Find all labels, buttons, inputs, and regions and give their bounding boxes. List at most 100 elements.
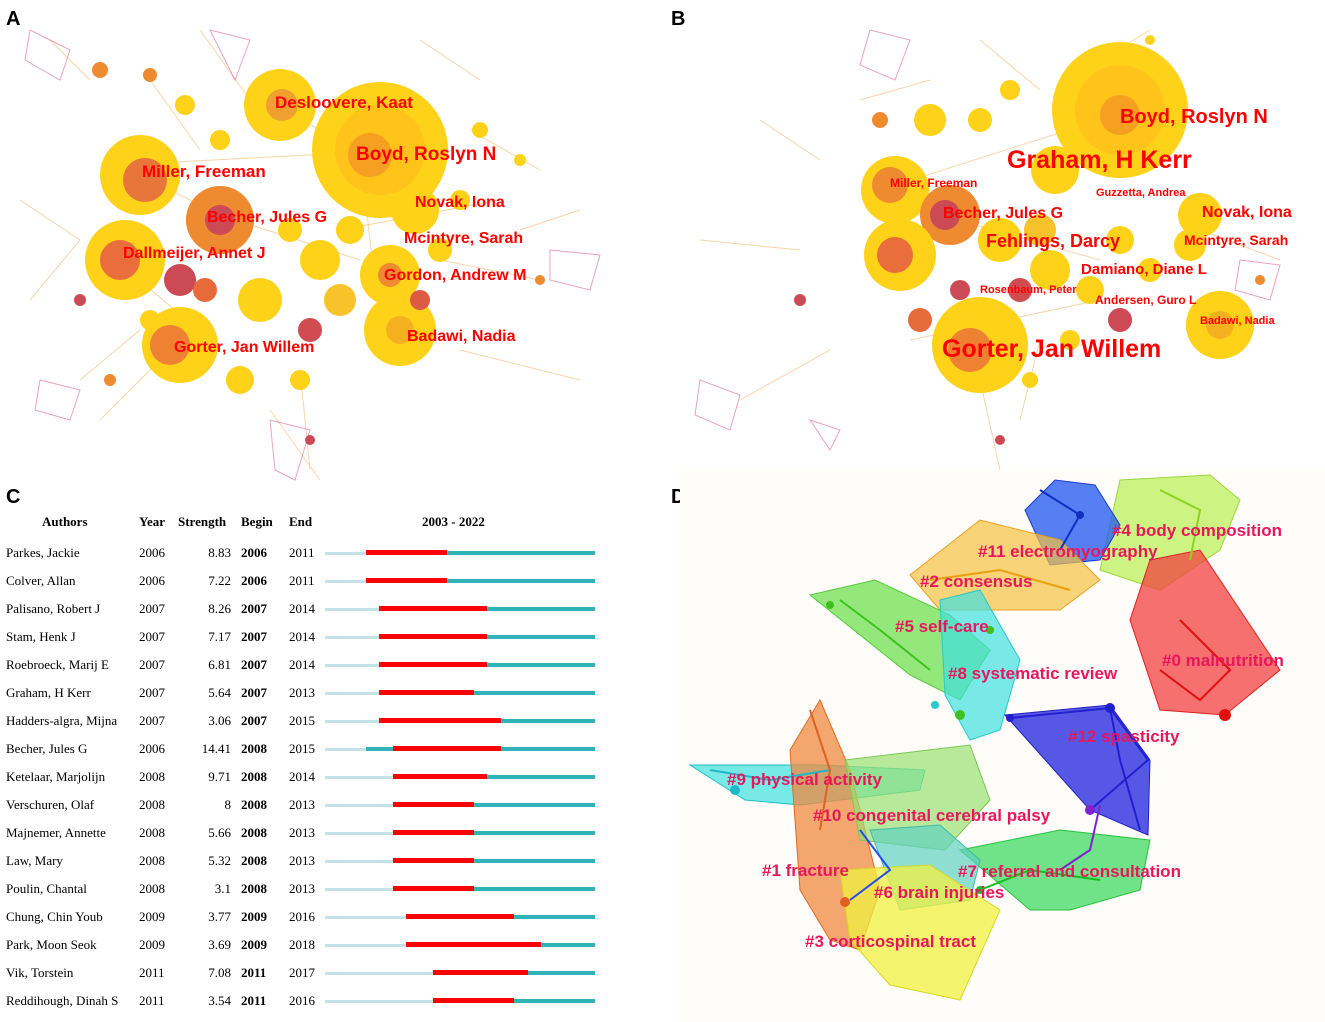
row-strength: 3.77 (208, 909, 231, 924)
header-strength: Strength (178, 514, 227, 529)
row-end: 2013 (289, 825, 315, 840)
burst-row: Reddihough, Dinah S 2011 3.54 2011 2016 (0, 987, 620, 1015)
row-begin: 2008 (241, 881, 267, 896)
author-label: Badawi, Nadia (407, 328, 516, 345)
header-begin: Begin (241, 514, 273, 529)
author-name: Reddihough, Dinah S (6, 993, 119, 1008)
row-begin: 2008 (241, 853, 267, 868)
panel-d-clusters: #4 body composition #11 electromyography… (680, 470, 1325, 1022)
row-year: 2008 (139, 825, 165, 840)
row-strength: 7.22 (208, 573, 231, 588)
row-year: 2009 (139, 937, 165, 952)
timeline-active-bar (379, 607, 595, 611)
row-end: 2013 (289, 797, 315, 812)
burst-bar (379, 606, 487, 611)
cluster-label: #0 malnutrition (1162, 651, 1284, 670)
author-label: Miller, Freeman (890, 176, 977, 190)
cluster-label: #10 congenital cerebral palsy (813, 806, 1051, 825)
row-year: 2007 (139, 657, 165, 672)
burst-row: Stam, Henk J 2007 7.17 2007 2014 (0, 623, 620, 651)
row-strength: 5.32 (208, 853, 231, 868)
row-strength: 5.64 (208, 685, 231, 700)
author-label: Rosenbaum, Peter (980, 284, 1077, 296)
burst-row: Palisano, Robert J 2007 8.26 2007 2014 (0, 595, 620, 623)
author-label: Boyd, Roslyn N (1120, 106, 1268, 128)
row-strength: 3.69 (208, 937, 231, 952)
burst-row: Majnemer, Annette 2008 5.66 2008 2013 (0, 819, 620, 847)
cluster-label: #1 fracture (762, 861, 849, 880)
timeline-active-bar (392, 775, 595, 779)
row-begin: 2009 (241, 937, 267, 952)
burst-row: Becher, Jules G 2006 14.41 2008 2015 (0, 735, 620, 763)
author-name: Law, Mary (6, 853, 63, 868)
author-label: Damiano, Diane L (1081, 261, 1207, 278)
row-year: 2008 (139, 853, 165, 868)
author-name: Verschuren, Olaf (6, 797, 95, 812)
burst-bar (406, 914, 514, 919)
author-name: Hadders-algra, Mijna (6, 713, 118, 728)
author-label: Mcintyre, Sarah (404, 230, 523, 247)
panel-a-network: Desloovere, Kaat Boyd, Roslyn N Miller, … (20, 29, 601, 481)
row-begin: 2007 (241, 713, 267, 728)
row-year: 2008 (139, 797, 165, 812)
timeline-active-bar (433, 999, 595, 1003)
panel-letter-a: A (6, 8, 21, 30)
cluster-label: #5 self-care (895, 617, 989, 636)
row-strength: 3.1 (214, 881, 231, 896)
burst-bar (392, 858, 474, 863)
author-label: Fehlings, Darcy (986, 231, 1120, 251)
author-name: Stam, Henk J (6, 629, 76, 644)
burst-row: Ketelaar, Marjolijn 2008 9.71 2008 2014 (0, 763, 620, 791)
row-year: 2008 (139, 769, 165, 784)
row-strength: 14.41 (201, 741, 231, 756)
burst-bar (433, 998, 514, 1003)
timeline-active-bar (379, 635, 595, 639)
row-end: 2014 (289, 657, 315, 672)
timeline-active-bar (392, 803, 595, 807)
row-year: 2007 (139, 685, 165, 700)
row-strength: 3.06 (208, 713, 231, 728)
author-label: Graham, H Kerr (1007, 146, 1192, 174)
row-begin: 2008 (241, 769, 267, 784)
burst-bar (392, 886, 474, 891)
row-end: 2013 (289, 881, 315, 896)
author-label: Gordon, Andrew M (384, 267, 527, 284)
burst-bar (379, 662, 487, 667)
row-begin: 2007 (241, 685, 267, 700)
burst-row: Parkes, Jackie 2006 8.83 2006 2011 (0, 539, 620, 567)
row-end: 2015 (289, 713, 315, 728)
burst-row: Poulin, Chantal 2008 3.1 2008 2013 (0, 875, 620, 903)
author-label: Dallmeijer, Annet J (123, 245, 266, 262)
burst-bar (379, 690, 474, 695)
row-begin: 2008 (241, 797, 267, 812)
timeline-active-bar (365, 551, 595, 555)
burst-bar (379, 634, 487, 639)
author-name: Roebroeck, Marij E (6, 657, 109, 672)
network-edges-pink (24, 29, 601, 481)
row-end: 2014 (289, 769, 315, 784)
author-name: Poulin, Chantal (6, 881, 87, 896)
author-name: Vik, Torstein (6, 965, 74, 980)
cluster-label: #9 physical activity (727, 770, 883, 789)
row-begin: 2008 (241, 825, 267, 840)
cluster-label: #8 systematic review (948, 664, 1118, 683)
burst-bar (406, 942, 541, 947)
burst-bar (365, 578, 447, 583)
cluster-label: #2 consensus (920, 572, 1032, 591)
author-name: Parkes, Jackie (6, 545, 80, 560)
row-begin: 2008 (241, 741, 267, 756)
burst-bar (365, 550, 447, 555)
burst-bar (392, 830, 474, 835)
row-strength: 8.83 (208, 545, 231, 560)
burst-row: Vik, Torstein 2011 7.08 2011 2017 (0, 959, 620, 987)
cluster-label: #12 spasticity (1068, 727, 1180, 746)
author-label: Boyd, Roslyn N (356, 144, 496, 165)
row-strength: 8 (224, 797, 232, 812)
author-name: Majnemer, Annette (6, 825, 106, 840)
burst-row: Colver, Allan 2006 7.22 2006 2011 (0, 567, 620, 595)
cluster-label: #3 corticospinal tract (805, 932, 976, 951)
row-year: 2007 (139, 629, 165, 644)
row-begin: 2009 (241, 909, 267, 924)
panel-b-network: Boyd, Roslyn N Graham, H Kerr Miller, Fr… (694, 29, 1292, 471)
author-name: Chung, Chin Youb (6, 909, 103, 924)
